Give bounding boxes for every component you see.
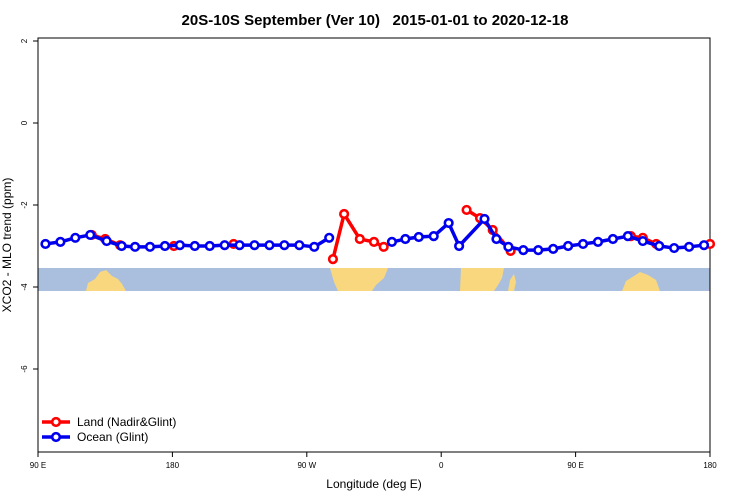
data-point [116,240,127,252]
land-shape [330,268,388,291]
data-point [309,241,320,252]
data-point [249,240,260,251]
data-point [454,240,465,252]
data-point [400,233,411,245]
data-point [144,241,156,252]
chart-title: 20S-10S September (Ver 10) 2015-01-01 to… [182,12,569,29]
data-point [264,240,275,251]
data-point [55,236,66,247]
data-point [368,236,380,247]
legend-marker [50,416,62,428]
y-tick-label: -6 [20,365,29,373]
data-point [279,240,290,251]
data-point [294,240,305,251]
data-point [654,240,665,252]
series-line [391,217,705,252]
data-point [101,235,112,247]
data-point [324,232,335,243]
map-strip [38,268,710,291]
land-shape [460,268,504,291]
data-point [204,240,215,252]
data-point [533,245,544,256]
y-tick-label: -2 [20,201,29,209]
data-point [479,213,490,225]
y-tick-label: 2 [20,38,29,43]
data-point [592,236,604,247]
data-point [174,240,185,251]
data-point [683,241,695,252]
data-point [518,245,529,256]
x-tick-label: 0 [439,461,444,470]
land-shape [622,272,660,291]
data-point [637,235,648,247]
x-tick-label: 180 [166,461,180,470]
data-point [339,208,350,220]
data-point [491,233,502,245]
x-tick-label: 90 E [567,461,583,470]
data-point [577,238,589,250]
land-shape [86,270,126,291]
data-point [378,241,389,252]
y-axis-label: XCO2 - MLO trend (ppm) [0,178,14,313]
data-point [669,242,680,254]
data-point [386,236,398,247]
x-tick-label: 90 W [297,461,316,470]
land-shape [508,274,516,291]
data-point [219,240,230,251]
data-point [443,217,454,229]
data-point [428,231,439,242]
legend-label: Land (Nadir&Glint) [77,415,176,429]
y-tick-label: -4 [20,283,29,291]
data-point [40,238,51,250]
legend-label: Ocean (Glint) [77,430,148,444]
data-point [698,240,710,251]
data-point [548,243,559,254]
data-point [607,233,619,245]
y-tick-label: 0 [20,120,29,125]
data-point [159,240,171,252]
x-axis-label: Longitude (deg E) [326,477,421,491]
data-point [622,231,633,242]
data-point [503,241,514,252]
data-point [354,233,365,245]
x-tick-label: 90 E [30,461,46,470]
data-point [327,254,339,265]
data-point [129,241,141,252]
data-point [461,204,472,216]
data-point [234,240,245,251]
data-point [563,240,574,252]
legend-marker [50,431,62,443]
data-point [85,229,96,241]
data-point [413,231,424,243]
data-point [189,240,200,252]
x-tick-label: 180 [703,461,717,470]
data-point [70,232,81,243]
